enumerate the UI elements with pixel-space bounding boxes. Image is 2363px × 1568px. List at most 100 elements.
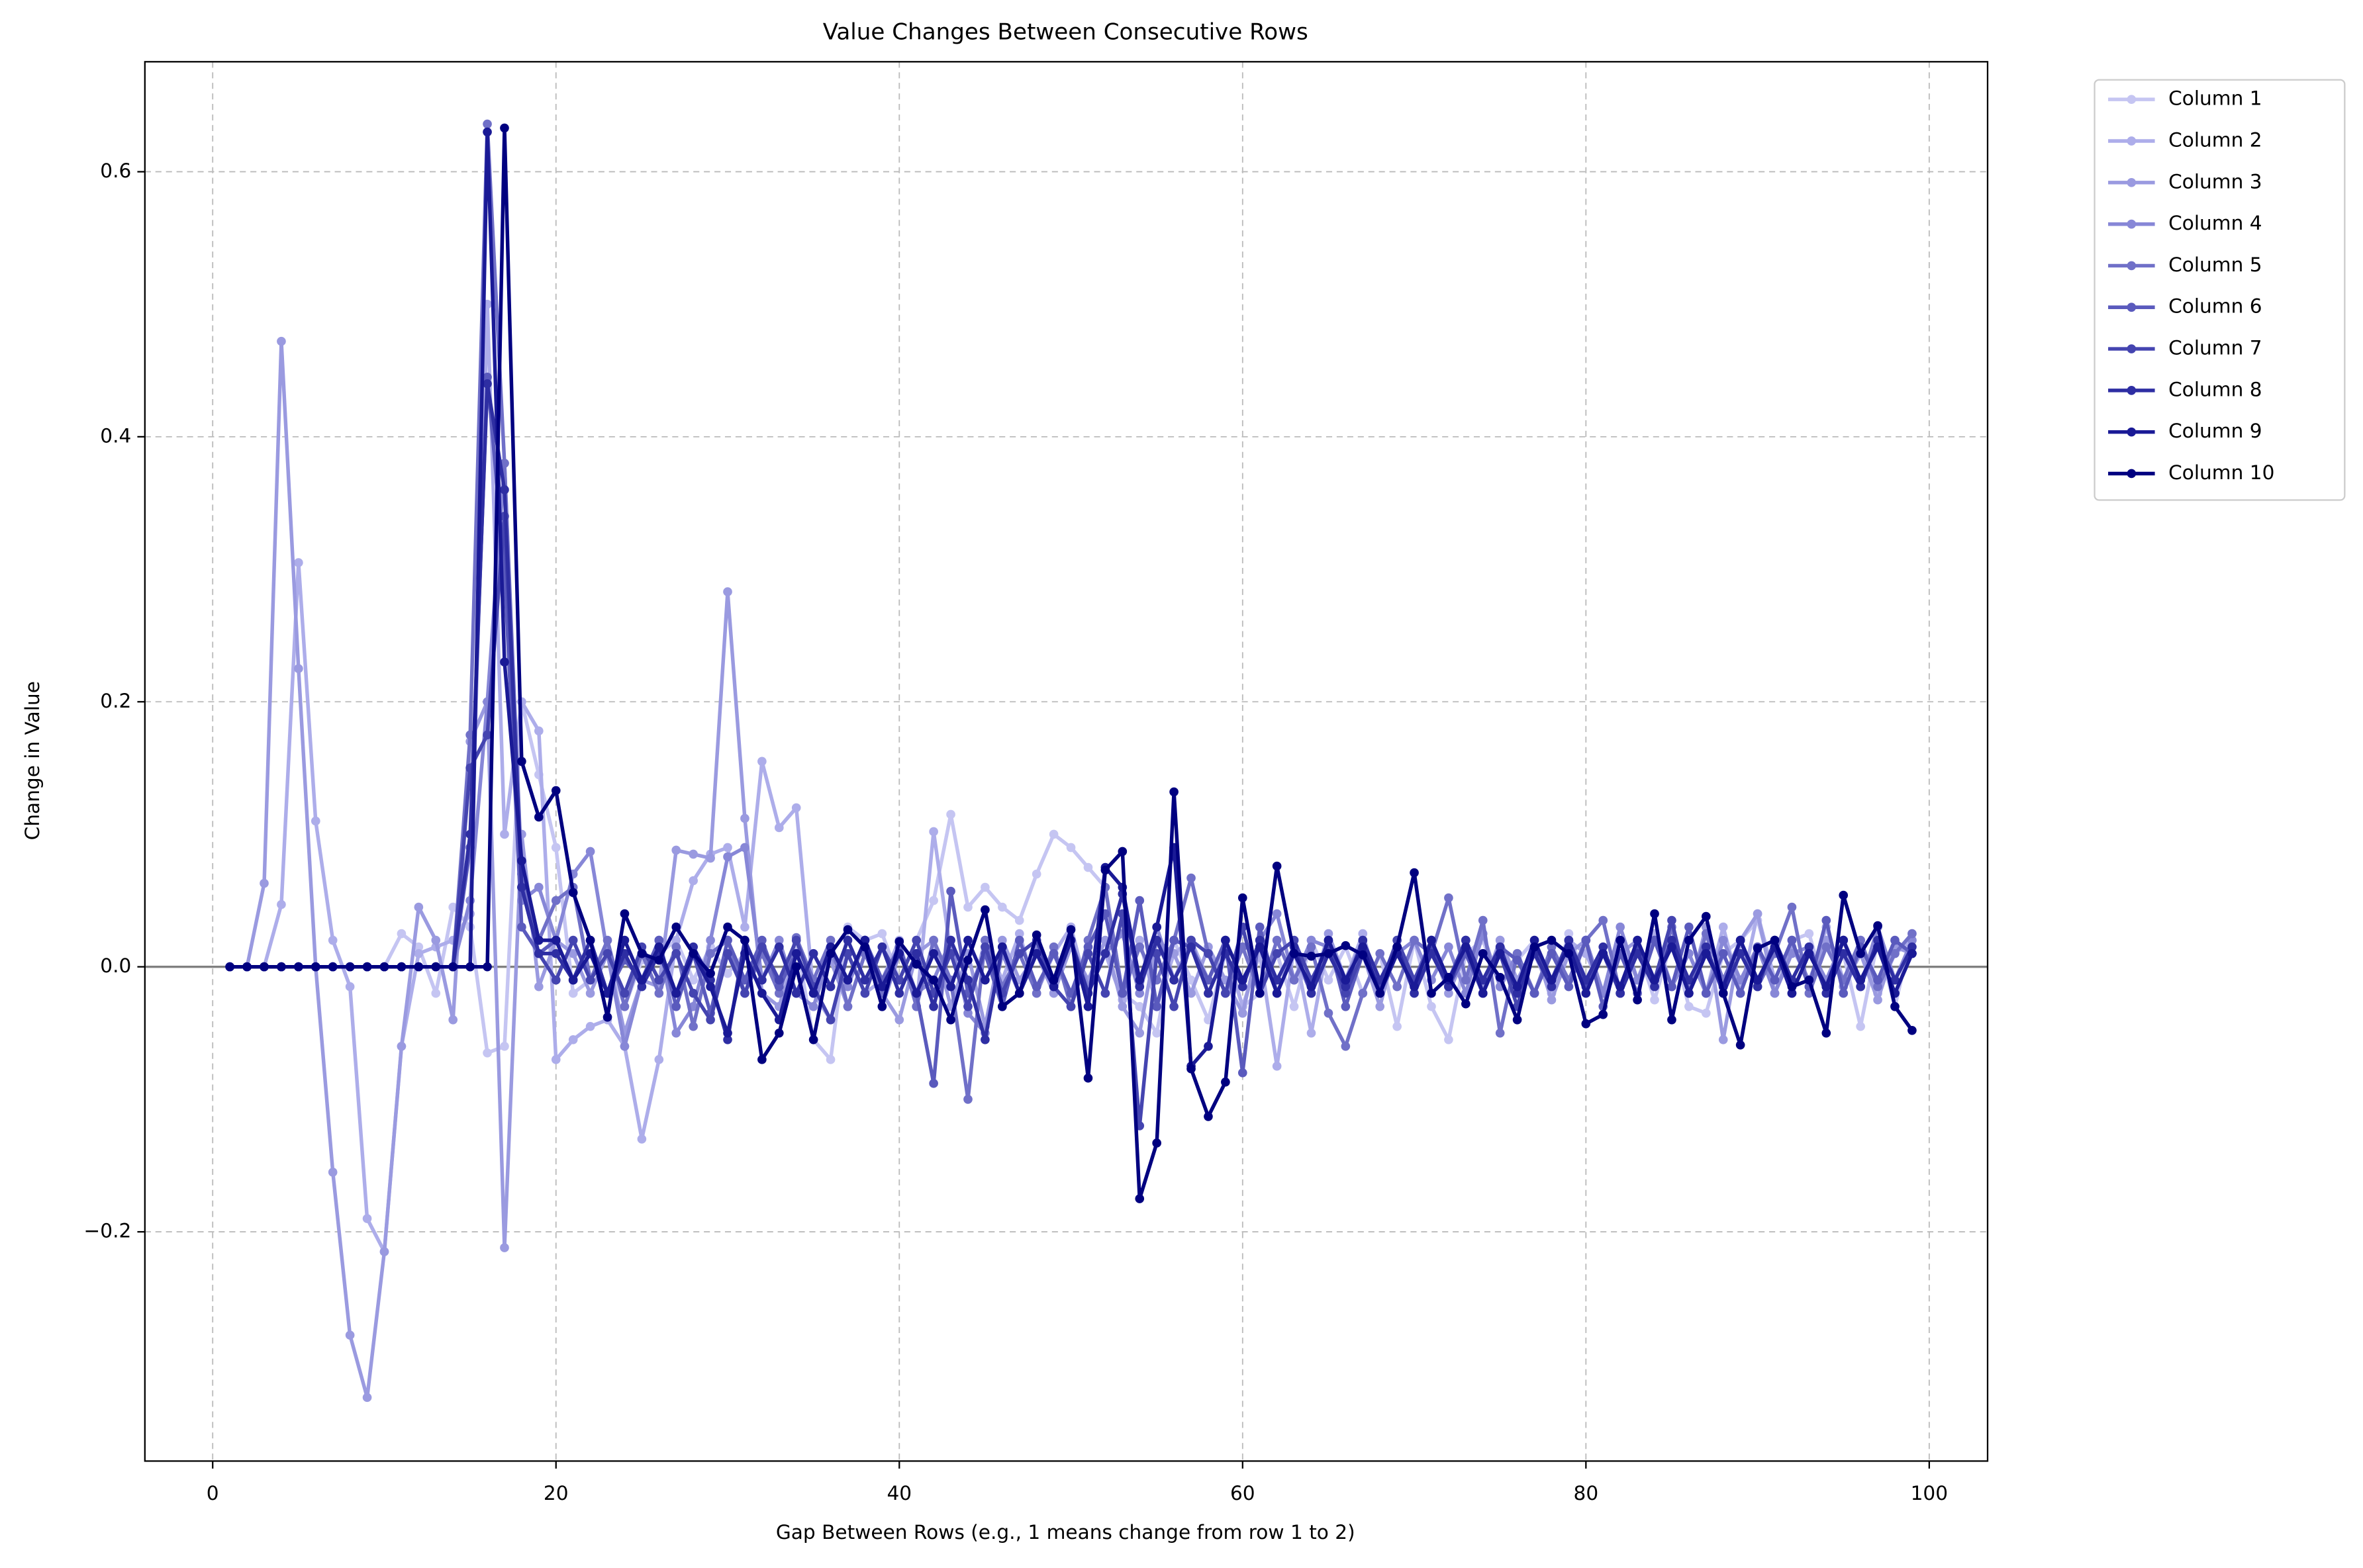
data-point [1873, 982, 1882, 992]
data-point [500, 1041, 509, 1051]
axes-frame [144, 61, 1989, 1462]
data-point [1306, 935, 1316, 945]
data-point [431, 935, 441, 945]
data-point [894, 1015, 904, 1025]
data-point [620, 1041, 630, 1051]
data-point [1821, 1028, 1831, 1038]
data-point [808, 1001, 818, 1011]
data-point [1701, 1008, 1711, 1018]
data-point [1049, 942, 1059, 952]
data-point [723, 1035, 732, 1044]
data-point [1237, 1068, 1247, 1078]
data-point [1049, 975, 1059, 985]
data-point [1237, 1008, 1247, 1018]
data-point [860, 988, 870, 998]
data-point [912, 959, 922, 969]
data-point [1186, 988, 1196, 998]
data-point [568, 975, 578, 985]
data-point [1427, 1001, 1436, 1011]
x-tick-label: 60 [1230, 1482, 1255, 1504]
data-point [826, 948, 836, 958]
legend-box [2094, 79, 2346, 501]
data-point [654, 942, 664, 952]
data-point [534, 948, 544, 958]
data-point [1495, 1028, 1505, 1038]
data-point [1289, 975, 1299, 985]
data-point [483, 127, 492, 137]
data-point [1341, 975, 1351, 985]
data-point [774, 942, 784, 952]
data-point [963, 902, 973, 912]
data-point [929, 975, 938, 985]
data-point [620, 909, 630, 919]
data-point [1032, 948, 1041, 958]
data-point [1032, 930, 1041, 940]
data-point [860, 942, 870, 952]
data-point [311, 962, 320, 972]
data-point [774, 982, 784, 992]
data-point [1152, 1028, 1161, 1038]
data-point [1512, 982, 1522, 992]
data-point [1049, 982, 1059, 992]
data-point [1135, 975, 1145, 985]
x-tick-label: 20 [544, 1482, 569, 1504]
data-point [826, 982, 836, 992]
data-point [1547, 975, 1557, 985]
data-point [277, 899, 286, 909]
data-point [723, 1028, 732, 1038]
data-point [946, 809, 955, 819]
data-point [1598, 915, 1608, 925]
data-point [1083, 1001, 1093, 1011]
data-point [1306, 988, 1316, 998]
data-point [808, 988, 818, 998]
data-point [1735, 1040, 1745, 1050]
data-point [946, 886, 955, 896]
data-point [517, 882, 526, 892]
data-point [706, 968, 715, 978]
data-point [1135, 982, 1145, 992]
data-point [654, 988, 664, 998]
legend-label: Column 4 [2168, 212, 2262, 234]
data-point [1890, 935, 1900, 945]
data-point [585, 935, 595, 945]
data-point [551, 786, 561, 796]
data-point [517, 856, 526, 866]
y-tick-label: 0.6 [100, 160, 131, 182]
data-point [328, 1168, 338, 1177]
data-point [1014, 915, 1024, 925]
data-point [448, 962, 458, 972]
data-point [585, 975, 595, 985]
data-point [1375, 1001, 1385, 1011]
data-point [1547, 935, 1557, 945]
data-point [1014, 935, 1024, 945]
data-point [1856, 1021, 1865, 1031]
data-point [1667, 982, 1676, 992]
data-point [654, 975, 664, 985]
data-point [757, 988, 767, 998]
data-point [706, 935, 715, 945]
data-point [637, 982, 647, 992]
chart-title: Value Changes Between Consecutive Rows [823, 19, 1308, 46]
data-point [1495, 948, 1505, 958]
data-point [1564, 948, 1574, 958]
x-tick-label: 40 [887, 1482, 912, 1504]
data-point [483, 962, 492, 972]
data-point [1427, 988, 1436, 998]
data-point [963, 1001, 973, 1011]
data-point [242, 962, 252, 972]
data-point [1255, 935, 1265, 945]
data-point [1118, 847, 1128, 856]
data-point [791, 948, 801, 958]
data-point [757, 942, 767, 952]
y-tick-label: −0.2 [84, 1220, 132, 1242]
data-point [1152, 1001, 1161, 1011]
data-point [379, 1247, 389, 1256]
data-point [671, 942, 681, 952]
data-point [1787, 988, 1797, 998]
data-point [1839, 935, 1849, 945]
data-point [1032, 988, 1041, 998]
legend-label: Column 7 [2168, 337, 2262, 359]
data-point [1100, 948, 1110, 958]
data-point [1375, 988, 1385, 998]
data-point [1461, 935, 1471, 945]
